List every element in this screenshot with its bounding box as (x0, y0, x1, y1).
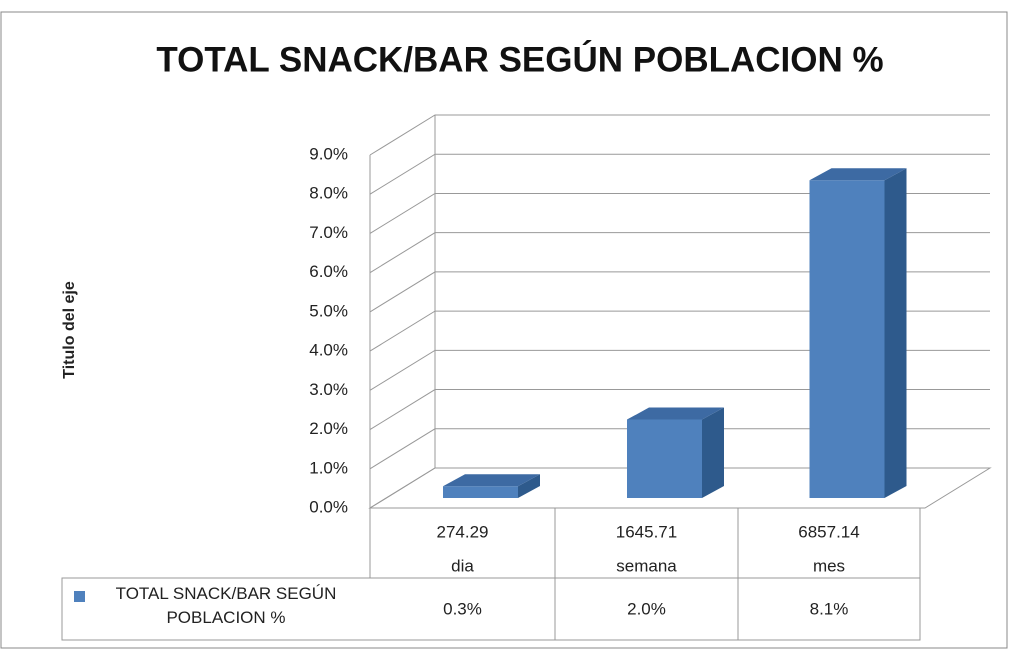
y-tick-label: 4.0% (309, 341, 348, 360)
table-border (61, 577, 921, 641)
bar-side (702, 407, 724, 498)
y-tick-label: 6.0% (309, 262, 348, 281)
y-tick-label: 9.0% (309, 144, 348, 163)
legend-label: TOTAL SNACK/BAR SEGÚN POBLACION % (115, 584, 337, 627)
y-axis-title: Titulo del eje (61, 281, 78, 379)
bar-top (627, 407, 724, 420)
bar (809, 168, 907, 499)
bar (443, 474, 540, 498)
value-label: 0.3% (443, 599, 482, 618)
legend-swatch (74, 591, 85, 602)
grid-line (369, 271, 990, 313)
grid-line (369, 114, 990, 156)
grid-line (369, 310, 990, 352)
y-tick-label: 1.0% (309, 458, 348, 477)
y-tick-label: 5.0% (309, 301, 348, 320)
y-tick-label: 2.0% (309, 419, 348, 438)
category-label: 274.29 (437, 522, 489, 541)
bar-front (443, 486, 518, 498)
y-tick-label: 3.0% (309, 380, 348, 399)
category-label: dia (451, 556, 474, 575)
value-label: 2.0% (627, 599, 666, 618)
grid-line (369, 349, 990, 391)
bar-side (884, 168, 907, 499)
grid-line (369, 232, 990, 274)
y-tick-label: 8.0% (309, 184, 348, 203)
bar-side (518, 474, 540, 498)
grid-line (369, 153, 990, 195)
bar-top (809, 168, 907, 181)
value-label: 8.1% (810, 599, 849, 618)
grid-line (369, 389, 990, 430)
grid-line (369, 428, 990, 470)
bar-front (809, 180, 885, 499)
bar-front (627, 419, 702, 498)
y-tick-label: 7.0% (309, 223, 348, 242)
bar (627, 407, 724, 498)
category-label: 6857.14 (798, 522, 859, 541)
chart-title: TOTAL SNACK/BAR SEGÚN POBLACION % (156, 39, 883, 79)
category-label: 1645.71 (616, 522, 677, 541)
category-label: mes (813, 556, 845, 575)
y-tick-label: 0.0% (309, 497, 348, 516)
grid-line (369, 192, 990, 234)
grid-line (369, 467, 990, 509)
bar-top (443, 474, 540, 487)
category-label: semana (616, 556, 677, 575)
